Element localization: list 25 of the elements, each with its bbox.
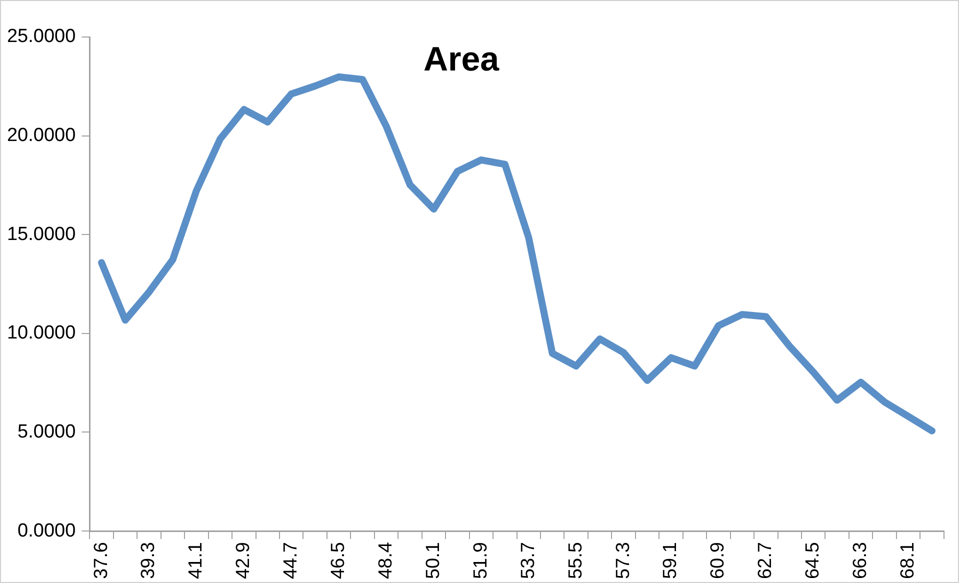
x-tick-label: 48.4 — [376, 542, 397, 580]
x-tick-label: 42.9 — [233, 542, 254, 580]
x-tick-label: 50.1 — [422, 542, 444, 580]
y-tick-label: 25.0000 — [6, 26, 76, 48]
x-tick-label: 44.7 — [280, 542, 302, 580]
x-tick-label: 64.5 — [802, 542, 824, 580]
x-tick-label: 57.3 — [612, 542, 634, 580]
x-tick-label: 55.5 — [565, 542, 586, 580]
x-tick-label: 59.1 — [660, 542, 682, 580]
x-tick-label: 66.3 — [850, 542, 872, 580]
x-tick-label: 39.3 — [138, 542, 160, 580]
y-tick-label: 0.0000 — [18, 520, 76, 542]
y-tick-label: 10.0000 — [6, 322, 76, 344]
x-tick-label: 46.5 — [328, 542, 350, 580]
x-tick-label: 37.6 — [90, 542, 112, 580]
x-tick-label: 51.9 — [470, 542, 492, 580]
x-tick-label: 62.7 — [755, 542, 776, 580]
x-tick-label: 60.9 — [708, 542, 729, 580]
y-tick-label: 5.0000 — [18, 421, 76, 442]
x-tick-label: 68.1 — [898, 542, 919, 580]
y-tick-label: 20.0000 — [6, 125, 76, 146]
x-tick-label: 41.1 — [186, 542, 207, 580]
x-tick-label: 53.7 — [518, 542, 539, 580]
y-tick-label: 15.0000 — [6, 224, 76, 245]
chart-title: Area — [423, 40, 500, 78]
